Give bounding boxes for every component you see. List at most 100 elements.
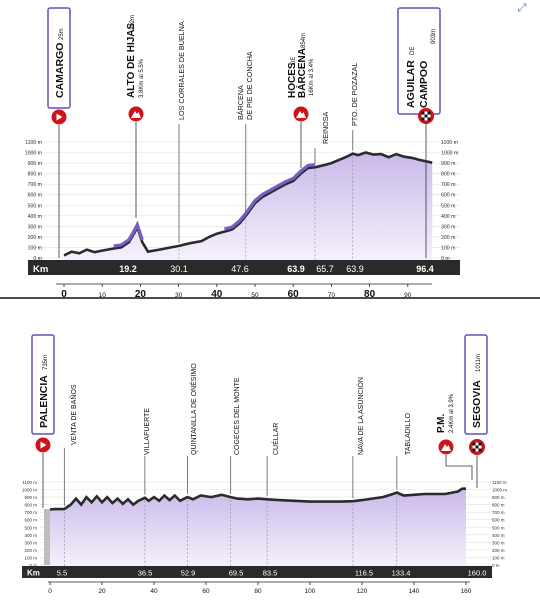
s2-y-tick-left: 0 m: [29, 563, 37, 568]
stage1-bar-labels: 19.2 30.1 47.6 63.9 65.7 63.9 96.4: [119, 264, 434, 274]
s1-y-tick-right: 200 m: [441, 235, 455, 241]
finish-flag-icon: [472, 442, 482, 452]
stage1-town-3: REINOSA: [321, 111, 330, 144]
s1-y-tick-left: 1100 m: [25, 140, 42, 146]
stage1-elevation-area: [64, 152, 433, 260]
s2-y-tick-left: 900 m: [24, 495, 37, 500]
stage1-climb2-detail: 16Km al 3.4%: [309, 58, 315, 96]
stage1-town-2-line2: DE PIE DE CONCHA: [245, 51, 254, 120]
s1-bar-label: 30.1: [170, 264, 188, 274]
s1-x-tick-label: 10: [99, 292, 107, 299]
stage1-finish-name-top: AGUILAR: [405, 60, 417, 108]
s1-y-tick-right: 300 m: [441, 224, 455, 230]
stage2-climb-marker: P.M. 2.4Km al 3.9%: [436, 393, 473, 480]
stage1-km-label: Km: [33, 264, 48, 275]
s1-y-tick-right: 1000 m: [441, 151, 458, 157]
s2-y-tick-left: 1100 m: [22, 480, 37, 485]
s2-y-tick-left: 300 m: [24, 540, 37, 545]
stage2-climb-detail: 2.4Km al 3.9%: [449, 393, 455, 433]
stage1-climb2-alt: 854m: [301, 33, 307, 48]
stage1-climb2-highlight: [223, 163, 316, 231]
stage1-y-axis-right: 1100 m 1000 m 900 m 800 m 700 m 600 m 500 m 400…: [441, 140, 458, 262]
s1-bar-label: 19.2: [119, 264, 137, 274]
s1-y-tick-right: 800 m: [441, 172, 455, 178]
stage1-start-name: CAMARGO: [54, 43, 66, 98]
stage2-elevation-area: [50, 488, 466, 566]
stage2-y-axis-left: 1100 m 1000 m 900 m 800 m 700 m 600 m 500 m 400…: [22, 480, 37, 568]
stage1-town-4: PTO. DE POZAZAL: [350, 63, 359, 126]
stage2-climb-connector: [445, 455, 473, 480]
stage2-town-3: QUINTANILLA DE ONÉSIMO: [189, 363, 198, 455]
stage2-start-wall: [44, 509, 50, 565]
s1-bar-label: 96.4: [416, 264, 434, 274]
s2-y-tick-right: 300 m: [492, 540, 505, 545]
s1-bar-label: 65.7: [316, 264, 334, 274]
stage2-finish-alt: 1011m: [476, 354, 482, 372]
s1-y-tick-left: 300 m: [28, 224, 42, 230]
s1-y-tick-left: 900 m: [28, 161, 42, 167]
stage2-town-5: CUÉLLAR: [271, 423, 280, 455]
s2-y-tick-left: 1000 m: [22, 488, 37, 493]
stage1-climb2-marker: HOCES DE BÁRCENA 854m 16Km al 3.4%: [287, 33, 315, 168]
stage2-x-axis: 0 20 40 60 80 100 120 140 160: [48, 581, 472, 595]
mountain-icon: [441, 444, 451, 451]
s2-y-tick-right: 1000 m: [492, 488, 507, 493]
s1-y-tick-right: 600 m: [441, 193, 455, 199]
s1-y-tick-right: 100 m: [441, 245, 455, 251]
s1-x-tick-label: 30: [175, 292, 183, 299]
s1-y-tick-right: 0 m: [441, 256, 450, 262]
stage2-y-axis-right: 1100 m 1000 m 900 m 800 m 700 m 600 m 500 m 400…: [492, 480, 507, 568]
s2-y-tick-right: 400 m: [492, 533, 505, 538]
s1-bar-label: 47.6: [231, 264, 249, 274]
s2-x-tick-label: 100: [305, 588, 316, 595]
s2-bar-label: 5.5: [57, 569, 67, 578]
s1-y-tick-right: 1100 m: [441, 140, 458, 146]
stage1-climb1-detail: 3.8Km al 5.5%: [139, 58, 145, 98]
stage1-finish-name-mid: DE: [410, 47, 416, 55]
s2-bar-label: 116.5: [355, 569, 373, 578]
mountain-icon: [296, 111, 306, 118]
s2-y-tick-left: 400 m: [24, 533, 37, 538]
s2-y-tick-right: 200 m: [492, 548, 505, 553]
s2-bar-label: 160.0: [468, 569, 487, 578]
s2-x-tick-label: 60: [202, 588, 210, 595]
stage2-town-6: NAVA DE LA ASUNCIÓN: [356, 377, 365, 455]
s2-bar-label: 83.5: [263, 569, 278, 578]
stage1-town-1: LOS CORRALES DE BUELNA: [177, 21, 186, 120]
stage1-y-axis-left: 1100 m 1000 m 900 m 800 m 700 m 600 m 500 m 400…: [25, 140, 42, 262]
s1-x-tick-label: 60: [288, 289, 300, 300]
stage1-climb1-alt: 292m: [130, 15, 136, 30]
s2-x-tick-label: 160: [461, 588, 472, 595]
s2-y-tick-left: 500 m: [24, 525, 37, 530]
play-icon: [40, 441, 47, 449]
stage2-start-marker: PALENCIA 735m: [31, 334, 55, 508]
expand-icon[interactable]: ⤢: [517, 1, 527, 14]
stage2-finish-name: SEGOVIA: [471, 380, 483, 428]
s2-y-tick-right: 900 m: [492, 495, 505, 500]
stage1-km-bar: [28, 260, 460, 275]
s1-y-tick-left: 400 m: [28, 214, 42, 220]
s1-x-tick-label: 40: [211, 289, 223, 300]
stage2-town-1: VENTA DE BAÑOS: [69, 384, 78, 445]
s2-bar-label: 52.9: [181, 569, 196, 578]
s1-y-tick-left: 0 m: [33, 256, 42, 262]
s1-y-tick-right: 500 m: [441, 203, 455, 209]
s2-y-tick-right: 500 m: [492, 525, 505, 530]
s2-y-tick-left: 600 m: [24, 518, 37, 523]
stage2-elevation-line: [49, 487, 466, 511]
s1-x-tick-label: 90: [404, 292, 412, 299]
stage2-town-7: TABLADILLO: [405, 413, 412, 455]
stage1-finish-marker: AGUILAR DE CAMPOO 903m: [397, 7, 441, 258]
s2-y-tick-left: 200 m: [24, 548, 37, 553]
s2-bar-label: 36.5: [138, 569, 153, 578]
s2-y-tick-left: 100 m: [24, 555, 37, 560]
s1-x-tick-label: 80: [364, 289, 376, 300]
finish-flag-icon: [421, 111, 431, 121]
s1-y-tick-left: 500 m: [28, 203, 42, 209]
s2-x-tick-label: 120: [357, 588, 368, 595]
stage1-climb2-name-top: HOCES: [287, 62, 298, 98]
stage2-km-label: Km: [27, 569, 40, 578]
